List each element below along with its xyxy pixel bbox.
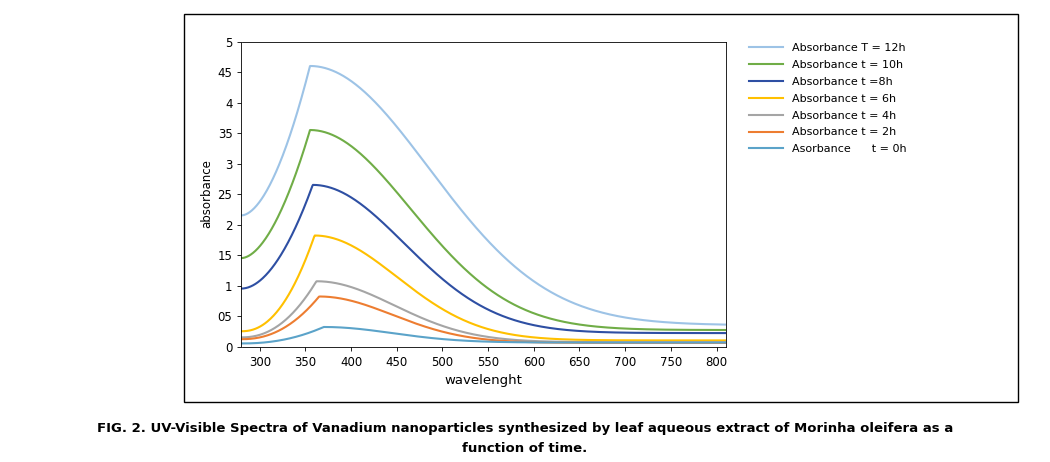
Absorbance T = 12h xyxy=(265,179,277,185)
Absorbance t = 2h xyxy=(653,340,666,346)
Absorbance t =8h xyxy=(603,329,615,335)
Absorbance t = 2h xyxy=(719,340,732,346)
Asorbance      t = 0h xyxy=(603,340,615,345)
Absorbance t = 6h xyxy=(719,338,732,343)
Absorbance T = 12h xyxy=(517,271,529,276)
Absorbance t = 4h xyxy=(603,340,615,345)
Absorbance T = 12h xyxy=(719,322,732,328)
Absorbance t = 10h xyxy=(304,127,317,133)
Absorbance t = 2h xyxy=(313,294,326,299)
Line: Absorbance T = 12h: Absorbance T = 12h xyxy=(242,66,726,325)
Line: Absorbance t = 2h: Absorbance t = 2h xyxy=(242,297,726,343)
Absorbance t = 10h xyxy=(265,227,277,232)
Absorbance t =8h xyxy=(265,266,277,272)
Absorbance t =8h xyxy=(517,320,529,325)
Absorbance t = 4h xyxy=(265,327,277,333)
Absorbance t =8h xyxy=(653,330,666,336)
Absorbance t = 2h xyxy=(517,339,529,345)
Absorbance t = 4h xyxy=(653,340,666,345)
Absorbance t = 6h xyxy=(517,334,529,339)
Line: Asorbance      t = 0h: Asorbance t = 0h xyxy=(242,327,726,343)
Absorbance t =8h xyxy=(544,325,556,331)
Line: Absorbance t = 6h: Absorbance t = 6h xyxy=(242,236,726,340)
Line: Absorbance t = 10h: Absorbance t = 10h xyxy=(242,130,726,330)
Legend: Absorbance T = 12h, Absorbance t = 10h, Absorbance t =8h, Absorbance t = 6h, Abs: Absorbance T = 12h, Absorbance t = 10h, … xyxy=(746,38,910,159)
Absorbance t = 10h xyxy=(517,306,529,312)
Line: Absorbance t =8h: Absorbance t =8h xyxy=(242,185,726,333)
Text: function of time.: function of time. xyxy=(462,442,588,455)
Absorbance T = 12h xyxy=(544,289,556,295)
Absorbance t = 4h xyxy=(311,279,323,284)
Asorbance      t = 0h xyxy=(317,324,330,330)
Line: Absorbance t = 4h: Absorbance t = 4h xyxy=(242,281,726,342)
Absorbance T = 12h xyxy=(304,63,317,69)
Absorbance t = 10h xyxy=(719,327,732,333)
Absorbance t = 4h xyxy=(529,338,542,344)
Absorbance t = 10h xyxy=(544,316,556,322)
Absorbance t = 2h xyxy=(265,331,277,337)
Text: FIG. 2. UV-Visible Spectra of Vanadium nanoparticles synthesized by leaf aqueous: FIG. 2. UV-Visible Spectra of Vanadium n… xyxy=(97,422,953,435)
Asorbance      t = 0h xyxy=(719,340,732,345)
Absorbance T = 12h xyxy=(529,280,542,286)
Absorbance t = 10h xyxy=(653,327,666,332)
Absorbance t = 6h xyxy=(265,315,277,321)
Absorbance t = 6h xyxy=(544,336,556,341)
Absorbance T = 12h xyxy=(235,213,248,218)
Absorbance t =8h xyxy=(235,286,248,292)
Absorbance t = 6h xyxy=(603,337,615,343)
Absorbance t = 6h xyxy=(529,335,542,340)
Absorbance t = 4h xyxy=(544,339,556,344)
Absorbance T = 12h xyxy=(653,319,666,324)
Absorbance t = 2h xyxy=(235,336,248,342)
Y-axis label: absorbance: absorbance xyxy=(201,159,213,229)
Asorbance      t = 0h xyxy=(529,340,542,345)
Absorbance t =8h xyxy=(529,323,542,328)
Absorbance t = 6h xyxy=(309,233,321,238)
Asorbance      t = 0h xyxy=(517,340,529,345)
Absorbance t = 2h xyxy=(544,340,556,345)
X-axis label: wavelenght: wavelenght xyxy=(444,374,523,387)
Absorbance t = 2h xyxy=(603,340,615,346)
Absorbance t = 10h xyxy=(529,311,542,317)
Absorbance t = 6h xyxy=(653,338,666,343)
Absorbance t = 4h xyxy=(235,334,248,340)
Asorbance      t = 0h xyxy=(235,340,248,346)
Absorbance t = 10h xyxy=(235,255,248,261)
Asorbance      t = 0h xyxy=(265,339,277,345)
Absorbance t = 6h xyxy=(235,328,248,334)
Absorbance t = 4h xyxy=(719,340,732,345)
Asorbance      t = 0h xyxy=(544,340,556,345)
Absorbance t =8h xyxy=(307,182,319,188)
Absorbance t = 10h xyxy=(603,325,615,330)
Absorbance t =8h xyxy=(719,330,732,336)
Absorbance t = 2h xyxy=(529,340,542,345)
Absorbance t = 4h xyxy=(517,338,529,343)
Asorbance      t = 0h xyxy=(653,340,666,345)
Absorbance T = 12h xyxy=(603,311,615,317)
